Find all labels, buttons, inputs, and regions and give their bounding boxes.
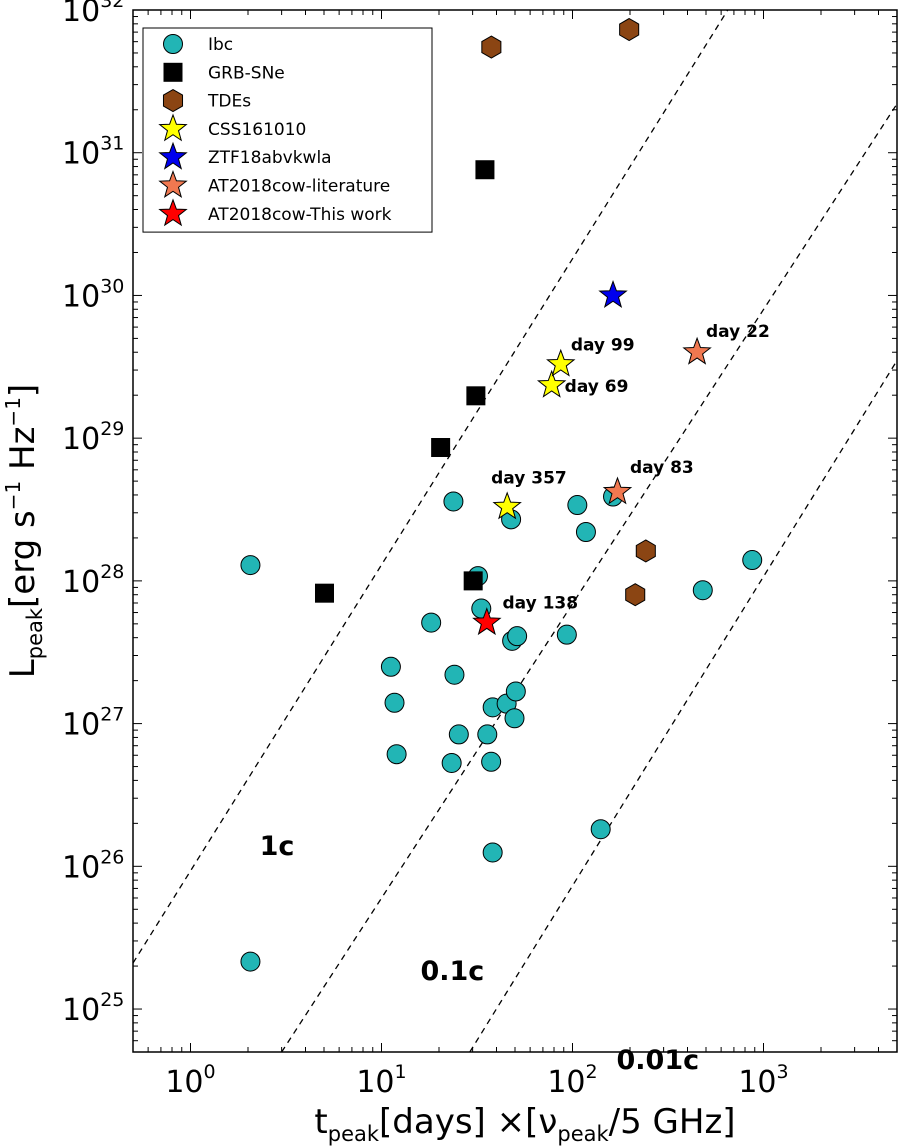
- point-ibc: [421, 612, 442, 633]
- y-tick-label: 1026: [62, 846, 124, 885]
- point-at2018cow-this-work: [472, 607, 502, 636]
- annotations: 1c 0.1c 0.01c day 99 day 69 day 22 day 357 day …: [260, 322, 770, 1076]
- x-tick-label: 103: [738, 1061, 788, 1100]
- point-grb-sne: [475, 160, 495, 180]
- point-ibc: [386, 744, 407, 765]
- point-ibc: [504, 708, 525, 729]
- legend-marker-at2018cow-this-work: [158, 198, 188, 227]
- legend-marker-at2018cow-literature: [158, 170, 188, 199]
- series-grb-sne: [314, 160, 495, 603]
- annotation-day-357: day 357: [491, 469, 567, 489]
- point-ibc: [481, 751, 502, 772]
- point-ibc: [443, 491, 464, 512]
- point-ibc: [482, 842, 503, 863]
- reference-line-1c: [133, 10, 729, 964]
- point-tdes: [481, 35, 502, 59]
- series-css161010: [492, 348, 576, 520]
- reference-lines: [133, 10, 897, 1052]
- reference-line-0-01c: [469, 360, 897, 1052]
- legend-marker-grb-sne: [163, 62, 183, 82]
- point-tdes: [625, 583, 646, 607]
- legend-marker-ibc: [163, 34, 183, 54]
- axis-labels: tpeak[days] ×[νpeak/5 GHz] Lpeak[erg s−1 …: [1, 384, 736, 1146]
- legend-label-css161010: CSS161010: [208, 120, 306, 140]
- y-tick-label: 1028: [62, 561, 124, 600]
- point-grb-sne: [463, 571, 483, 591]
- point-tdes: [619, 17, 640, 42]
- point-ibc: [384, 692, 405, 713]
- series-ztf18abvkwla: [598, 279, 628, 308]
- legend-marker-tdes: [162, 89, 184, 113]
- axes: 100 101 102 103 1025 1026 1027 1028 1029 1030 1031…: [62, 0, 898, 1100]
- point-ibc: [567, 495, 588, 516]
- point-ibc: [380, 656, 401, 677]
- y-tick-label: 1030: [62, 275, 124, 314]
- point-ibc: [477, 724, 498, 745]
- legend-box: [142, 27, 433, 233]
- series-ibc: [240, 486, 763, 972]
- point-ibc: [441, 752, 462, 773]
- annotation-day-83: day 83: [630, 458, 694, 478]
- point-css161010: [546, 348, 576, 377]
- legend-marker-ztf18abvkwla: [158, 141, 188, 170]
- point-ibc: [240, 951, 261, 972]
- x-tick-label: 101: [356, 1061, 406, 1100]
- point-tdes: [635, 539, 656, 563]
- point-ibc: [742, 550, 763, 571]
- point-at2018cow-literature: [602, 476, 633, 505]
- legend-label-grb-sne: GRB-SNe: [208, 63, 285, 83]
- annotation-day-22: day 22: [706, 322, 770, 342]
- annotation-day-138: day 138: [502, 594, 578, 614]
- point-ibc: [556, 624, 577, 645]
- y-tick-label: 1027: [62, 704, 124, 743]
- y-tick-label: 1029: [62, 418, 124, 457]
- y-tick-label: 1025: [62, 989, 124, 1028]
- legend-marker-css161010: [158, 113, 188, 142]
- y-tick-label: 1031: [62, 133, 124, 172]
- point-ibc: [507, 626, 528, 647]
- data-points: [240, 17, 763, 972]
- reference-line-0-1c: [281, 103, 897, 1052]
- legend-label-ztf18abvkwla: ZTF18abvkwla: [208, 148, 332, 168]
- reference-line-label-0-1c: 0.1c: [420, 956, 484, 987]
- x-axis-label: tpeak[days] ×[νpeak/5 GHz]: [314, 1102, 735, 1146]
- point-ibc: [590, 819, 611, 840]
- legend: Ibc GRB-SNe TDEs CSS161010 ZTF18abvkwla AT201…: [142, 27, 433, 233]
- y-axis-label: Lpeak[erg s−1 Hz−1]: [1, 384, 47, 678]
- point-at2018cow-literature: [682, 336, 712, 365]
- point-ibc: [444, 664, 465, 685]
- point-ibc: [240, 555, 261, 576]
- point-ibc: [575, 522, 596, 543]
- point-grb-sne: [466, 386, 486, 406]
- point-ztf18abvkwla: [598, 279, 628, 308]
- annotation-day-69: day 69: [565, 377, 629, 397]
- series-tdes: [481, 17, 656, 607]
- reference-line-label-1c: 1c: [260, 831, 295, 862]
- annotation-day-99: day 99: [571, 336, 635, 356]
- x-tick-label: 102: [547, 1061, 597, 1100]
- point-ibc: [692, 580, 713, 601]
- x-tick-label: 100: [165, 1061, 215, 1100]
- point-grb-sne: [314, 583, 334, 603]
- point-grb-sne: [431, 438, 451, 458]
- reference-line-label-0-01c: 0.01c: [617, 1045, 700, 1076]
- point-ibc: [505, 681, 526, 702]
- series-at2018cow-this-work: [472, 607, 502, 636]
- point-ibc: [448, 724, 469, 745]
- legend-label-at2018cow-this-work: AT2018cow-This work: [208, 205, 392, 225]
- point-css161010: [492, 491, 522, 520]
- legend-label-at2018cow-literature: AT2018cow-literature: [208, 177, 390, 197]
- point-css161010: [536, 369, 567, 398]
- legend-label-ibc: Ibc: [208, 35, 233, 55]
- y-tick-label: 1032: [62, 0, 124, 29]
- legend-label-tdes: TDEs: [207, 92, 251, 112]
- series-at2018cow-literature: [602, 336, 712, 505]
